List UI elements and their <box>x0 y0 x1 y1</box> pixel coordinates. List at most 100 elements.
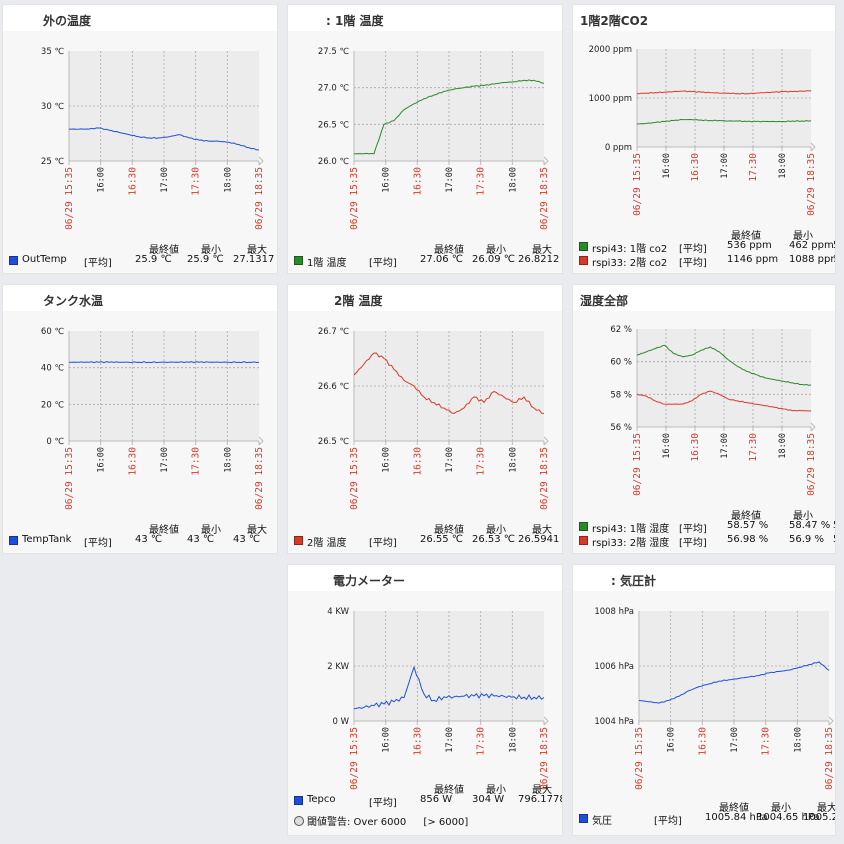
x-tick-label: 06/29 15:35 <box>64 167 75 230</box>
legend-swatch <box>579 814 588 823</box>
legend-unit: [平均] <box>679 258 707 269</box>
legend-header-cell: 最終値 <box>719 803 749 814</box>
legend-header-cell: 最終値 <box>434 525 464 536</box>
y-tick-label: 27.0 ℃ <box>318 84 350 94</box>
series-line <box>636 344 812 386</box>
legend-swatch <box>579 242 588 251</box>
y-tick-label: 26.6 ℃ <box>318 382 350 392</box>
panel-title-bar: 外の温度 <box>3 5 277 31</box>
x-tick-label: 16:30 <box>412 727 423 756</box>
x-tick-label: 17:30 <box>191 447 202 476</box>
x-axis-arrow <box>810 422 816 432</box>
y-tick-label: 2 KW <box>327 662 349 672</box>
legend-series-name: OutTemp <box>22 254 67 265</box>
panel-title-bar: 湿度全部 <box>573 285 835 311</box>
legend-swatch <box>294 536 303 545</box>
legend-unit: [平均] <box>84 258 112 269</box>
panel-title-bar: 電力メーター <box>288 565 562 591</box>
chart-power[interactable]: 4 KW 2 KW 0 W06/29 15:35 16:00 16:30 17:00 17:… <box>288 591 563 811</box>
threshold-note: 閾値警告: Over 6000 [> 6000] <box>294 813 468 828</box>
legend-value: 1 <box>833 254 835 265</box>
panel-title-bar: 2階 温度 <box>288 285 562 311</box>
legend-value: 26.53 ℃ <box>472 534 516 545</box>
legend-unit: [平均] <box>84 538 112 549</box>
x-tick-label: 17:00 <box>160 167 170 193</box>
legend-swatch <box>579 256 588 265</box>
legend-value: 856 W <box>420 794 453 805</box>
legend-unit: [平均] <box>679 524 707 535</box>
legend-series-name: rspi43: 1階 湿度 <box>592 524 670 535</box>
legend-swatch <box>294 796 303 805</box>
y-tick-label: 62 % <box>610 325 632 335</box>
x-tick-label: 06/29 18:35 <box>806 153 817 216</box>
panel-title: : 1階 温度 <box>326 14 384 28</box>
legend-header-cell: 最小 <box>201 525 221 536</box>
chart-tank-temp[interactable]: 60 ℃ 40 ℃ 20 ℃ 0 ℃06/29 15:35 16:00 16:30 17:0… <box>3 311 278 531</box>
legend-value: 304 W <box>472 794 505 805</box>
legend-header-cell: 最小 <box>486 525 506 536</box>
chart-floor1-temp[interactable]: 27.5 ℃ 27.0 ℃ 26.5 ℃ 26.0 ℃06/29 15:35 16:00… <box>288 31 563 251</box>
x-tick-label: 17:30 <box>748 153 759 182</box>
legend-header-cell: 最大 <box>247 245 267 256</box>
panel-power: 電力メーター 4 KW 2 KW 0 W 06/29 15:35 16:00 16:30 1… <box>287 564 563 836</box>
legend-value: 5 <box>833 240 835 251</box>
legend-swatch <box>579 536 588 545</box>
legend-series-name: 気圧 <box>592 816 612 827</box>
y-tick-label: 1004 hPa <box>594 717 634 727</box>
legend-swatch <box>579 522 588 531</box>
legend-value: 43 ℃ <box>135 534 163 545</box>
x-tick-label: 16:00 <box>662 433 672 459</box>
chart-outside-temp[interactable]: 35 ℃ 30 ℃ 25 ℃06/29 15:35 16:00 16:30 17:00 17… <box>3 31 278 251</box>
x-tick-label: 06/29 15:35 <box>632 153 643 216</box>
x-axis-arrow <box>543 436 549 446</box>
legend-value: 56.9 % <box>789 534 824 545</box>
x-axis-arrow <box>543 716 549 726</box>
series-line <box>354 79 545 155</box>
legend-header-cell: 最小 <box>793 511 813 522</box>
x-tick-label: 18:00 <box>223 447 233 473</box>
panel-title-bar: : 気圧計 <box>573 565 835 591</box>
legend-series-name: TempTank <box>22 534 72 545</box>
legend-swatch <box>294 256 303 265</box>
plot-area <box>639 611 829 721</box>
legend-header-cell: 最終値 <box>434 245 464 256</box>
plot-area <box>354 331 544 441</box>
series-line <box>636 118 812 125</box>
panel-title: 外の温度 <box>43 14 92 28</box>
y-tick-label: 56 % <box>610 423 632 433</box>
x-tick-label: 16:00 <box>382 167 392 193</box>
y-tick-label: 58 % <box>610 390 632 400</box>
legend-series-name: rspi33: 2階 湿度 <box>592 538 670 549</box>
y-tick-label: 26.5 ℃ <box>318 120 350 130</box>
chart-humidity[interactable]: 62 % 60 % 58 % 56 %06/29 15:35 16:00 16:30 17:… <box>573 311 836 531</box>
panel-title: 湿度全部 <box>580 294 629 308</box>
legend-header-cell: 最大 <box>247 525 267 536</box>
legend-value: 1088 ppm <box>789 254 836 265</box>
x-tick-label: 17:30 <box>476 727 487 756</box>
y-tick-label: 27.5 ℃ <box>318 47 350 57</box>
x-tick-label: 17:30 <box>761 727 772 756</box>
legend-value: 462 ppm <box>789 240 834 251</box>
x-tick-label: 16:00 <box>382 727 392 753</box>
legend-value: 27.06 ℃ <box>420 254 464 265</box>
legend-header-cell: 最大 <box>532 525 552 536</box>
legend-value: 796.1778 W <box>518 794 563 805</box>
y-tick-label: 60 % <box>610 358 632 368</box>
y-tick-label: 1000 ppm <box>589 94 632 104</box>
panel-outside-temp: 外の温度 35 ℃ 30 ℃ 25 ℃ 06/29 15:35 16:00 16:30 17… <box>2 4 278 274</box>
legend-value: 536 ppm <box>727 240 772 251</box>
legend-value: 26.8212 ℃ <box>518 254 562 265</box>
chart-floor2-temp[interactable]: 26.7 ℃ 26.6 ℃ 26.5 ℃06/29 15:35 16:00 16:30 1… <box>288 311 563 531</box>
series-line <box>353 352 545 415</box>
x-tick-label: 17:00 <box>445 447 455 473</box>
x-tick-label: 17:30 <box>476 447 487 476</box>
legend-unit: [平均] <box>369 258 397 269</box>
x-tick-label: 18:00 <box>508 167 518 193</box>
x-axis-arrow <box>543 156 549 166</box>
panel-tank-temp: タンク水温 60 ℃ 40 ℃ 20 ℃ 0 ℃ 06/29 15:35 16:00 16:… <box>2 284 278 554</box>
legend-value: 43 ℃ <box>233 534 261 545</box>
legend-unit: [平均] <box>369 798 397 809</box>
x-tick-label: 18:00 <box>778 433 788 459</box>
